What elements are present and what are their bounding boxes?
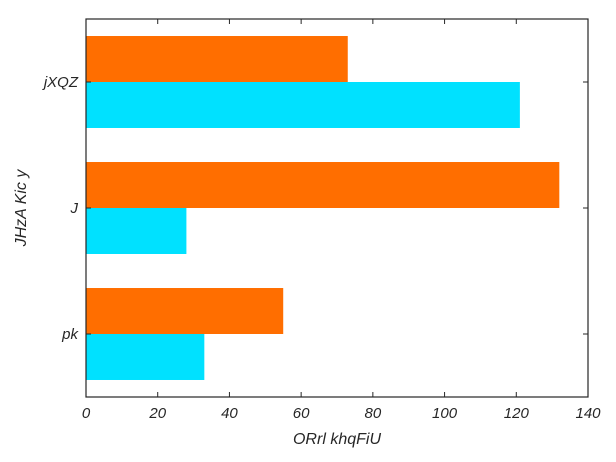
x-tick-label: 120 <box>504 405 530 422</box>
bars-layer <box>86 36 560 380</box>
x-tick-label: 40 <box>221 405 238 422</box>
y-tick-label: J <box>70 200 79 217</box>
x-tick-label: 60 <box>293 405 310 422</box>
x-tick-label: 0 <box>82 405 91 422</box>
x-axis-title: ORrl khqFiU <box>293 431 381 448</box>
x-tick-label: 140 <box>575 405 601 422</box>
x-tick-label: 100 <box>432 405 458 422</box>
bar-pk-series-2 <box>86 288 284 334</box>
y-axis-title: JHzA Kic y <box>13 169 30 248</box>
x-tick-label: 80 <box>365 405 382 422</box>
plot-frame <box>85 18 589 398</box>
y-tick-label: jXQZ <box>42 74 79 91</box>
bar-J-series-1 <box>86 208 187 254</box>
bar-jXQZ-series-2 <box>86 36 348 82</box>
bar-pk-series-1 <box>86 334 205 380</box>
bar-jXQZ-series-1 <box>86 82 520 128</box>
y-tick-label: pk <box>61 326 79 343</box>
x-tick-label: 20 <box>148 405 166 422</box>
bar-J-series-2 <box>86 162 560 208</box>
